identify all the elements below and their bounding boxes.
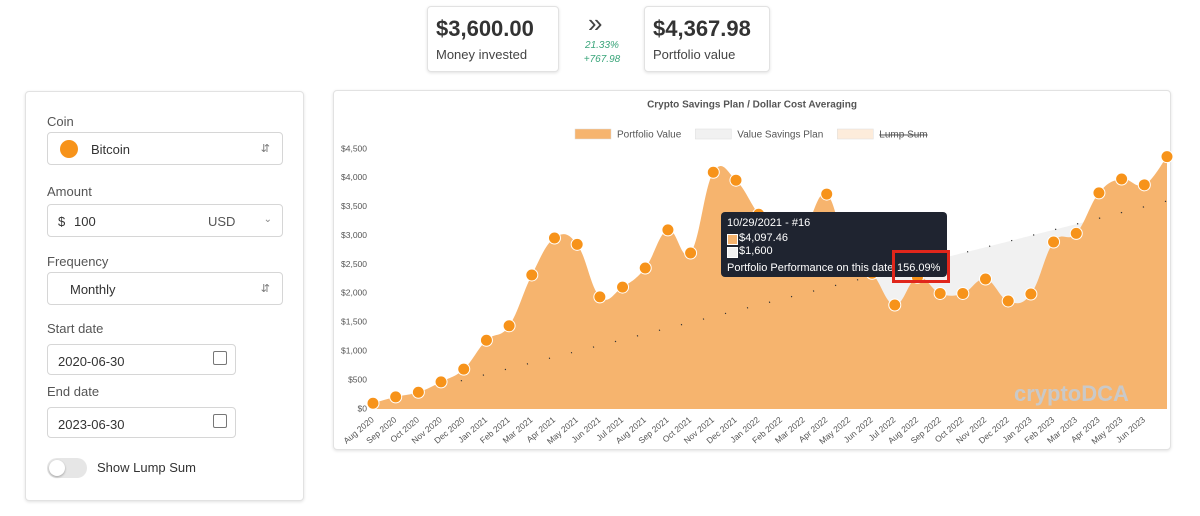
currency-symbol: $ bbox=[58, 214, 66, 229]
y-tick-label: $2,500 bbox=[341, 259, 367, 269]
coin-marker bbox=[933, 286, 947, 300]
y-tick-label: $1,500 bbox=[341, 317, 367, 327]
highlight-box bbox=[892, 250, 950, 283]
invested-card: $3,600.00 Money invested bbox=[427, 6, 559, 72]
legend-label: Value Savings Plan bbox=[737, 130, 823, 141]
coin-marker bbox=[434, 375, 448, 389]
arrow-icon: » bbox=[588, 8, 603, 38]
invested-value: $3,600.00 bbox=[436, 16, 534, 41]
coin-select[interactable]: Bitcoin ⇵ bbox=[47, 132, 283, 165]
switch-knob bbox=[49, 460, 65, 476]
legend-swatch bbox=[574, 128, 612, 140]
coin-marker bbox=[1160, 150, 1174, 164]
calendar-icon bbox=[213, 414, 227, 428]
coin-marker bbox=[979, 272, 993, 286]
coin-icon bbox=[60, 140, 78, 158]
coin-marker bbox=[1024, 287, 1038, 301]
y-tick-label: $500 bbox=[348, 374, 367, 384]
end-value: 2023-06-30 bbox=[58, 417, 125, 432]
coin-marker bbox=[956, 286, 970, 300]
coin-marker bbox=[411, 385, 425, 399]
y-tick-label: $4,000 bbox=[341, 172, 367, 182]
lump-sum-switch[interactable] bbox=[47, 458, 87, 478]
amount-value: 100 bbox=[74, 214, 96, 229]
y-tick-label: $3,000 bbox=[341, 230, 367, 240]
coin-marker bbox=[502, 319, 516, 333]
tooltip-performance-label: Portfolio Performance on this date bbox=[727, 262, 894, 274]
coin-marker bbox=[1047, 235, 1061, 249]
lump-sum-label: Show Lump Sum bbox=[97, 460, 196, 475]
tooltip-performance: 156.09% bbox=[897, 262, 941, 274]
invested-label: Money invested bbox=[436, 47, 528, 62]
coin-marker bbox=[389, 390, 403, 404]
legend-label: Portfolio Value bbox=[617, 130, 682, 141]
chart: Crypto Savings Plan / Dollar Cost Averag… bbox=[341, 100, 1174, 446]
tooltip-swatch bbox=[727, 234, 738, 245]
coin-value: Bitcoin bbox=[91, 142, 131, 157]
coin-marker bbox=[457, 362, 471, 376]
coin-marker bbox=[684, 246, 698, 260]
y-tick-label: $3,500 bbox=[341, 201, 367, 211]
coin-marker bbox=[820, 187, 834, 201]
coin-marker bbox=[1069, 226, 1083, 240]
tooltip: 10/29/2021 - #16 $4,097.46 $1,600 Portfo… bbox=[721, 212, 947, 277]
coin-marker bbox=[888, 298, 902, 312]
coin-marker bbox=[706, 165, 720, 179]
start-input[interactable]: 2020-06-30 bbox=[47, 344, 236, 375]
coin-marker bbox=[570, 237, 584, 251]
y-tick-label: $4,500 bbox=[341, 143, 367, 153]
legend-swatch bbox=[695, 128, 732, 140]
form-panel: Coin Bitcoin ⇵ Amount $ 100 USD ⌄ Freque… bbox=[25, 91, 304, 501]
change-abs: +767.98 bbox=[583, 54, 621, 65]
legend-label: Lump Sum bbox=[879, 130, 927, 141]
coin-marker bbox=[479, 333, 493, 347]
portfolio-value: $4,367.98 bbox=[653, 16, 751, 41]
start-label: Start date bbox=[47, 321, 104, 336]
watermark: cryptoDCA bbox=[1014, 381, 1129, 406]
tooltip-title: 10/29/2021 - #16 bbox=[727, 217, 811, 229]
tooltip-savings: $1,600 bbox=[739, 245, 773, 257]
chart-card: Crypto Savings Plan / Dollar Cost Averag… bbox=[333, 90, 1174, 450]
coin-marker bbox=[1092, 186, 1106, 200]
coin-marker bbox=[638, 261, 652, 275]
amount-input[interactable]: $ 100 USD ⌄ bbox=[47, 204, 283, 237]
coin-marker bbox=[661, 223, 675, 237]
currency-value: USD bbox=[208, 214, 236, 229]
coin-marker bbox=[616, 280, 630, 294]
end-input[interactable]: 2023-06-30 bbox=[47, 407, 236, 438]
select-arrows: ⇵ bbox=[260, 143, 270, 155]
y-tick-label: $2,000 bbox=[341, 288, 367, 298]
coin-marker bbox=[525, 268, 539, 282]
tooltip-portfolio: $4,097.46 bbox=[739, 232, 788, 244]
frequency-label: Frequency bbox=[47, 254, 109, 269]
coin-marker bbox=[593, 290, 607, 304]
frequency-select[interactable]: Monthly ⇵ bbox=[47, 272, 283, 305]
portfolio-label: Portfolio value bbox=[653, 47, 736, 62]
coin-marker bbox=[1137, 178, 1151, 192]
calendar-icon bbox=[213, 351, 227, 365]
coin-marker bbox=[1115, 172, 1129, 186]
dropdown-arrow: ⌄ bbox=[263, 214, 272, 225]
change-pct: 21.33% bbox=[585, 40, 619, 51]
coin-marker bbox=[366, 396, 380, 410]
savings-line bbox=[372, 200, 1168, 404]
coin-marker bbox=[547, 231, 561, 245]
y-tick-label: $0 bbox=[358, 403, 368, 413]
start-value: 2020-06-30 bbox=[58, 354, 125, 369]
y-tick-label: $1,000 bbox=[341, 345, 367, 355]
amount-label: Amount bbox=[47, 184, 92, 199]
frequency-value: Monthly bbox=[70, 282, 116, 297]
portfolio-area bbox=[373, 156, 1167, 409]
coin-label: Coin bbox=[47, 114, 74, 129]
coin-marker bbox=[1001, 294, 1015, 308]
tooltip-swatch bbox=[727, 247, 738, 258]
select-arrows: ⇵ bbox=[260, 283, 270, 295]
legend-swatch bbox=[837, 128, 874, 140]
coin-marker bbox=[729, 173, 743, 187]
portfolio-card: $4,367.98 Portfolio value bbox=[644, 6, 770, 72]
chart-title: Crypto Savings Plan / Dollar Cost Averag… bbox=[647, 100, 857, 111]
end-label: End date bbox=[47, 384, 100, 399]
